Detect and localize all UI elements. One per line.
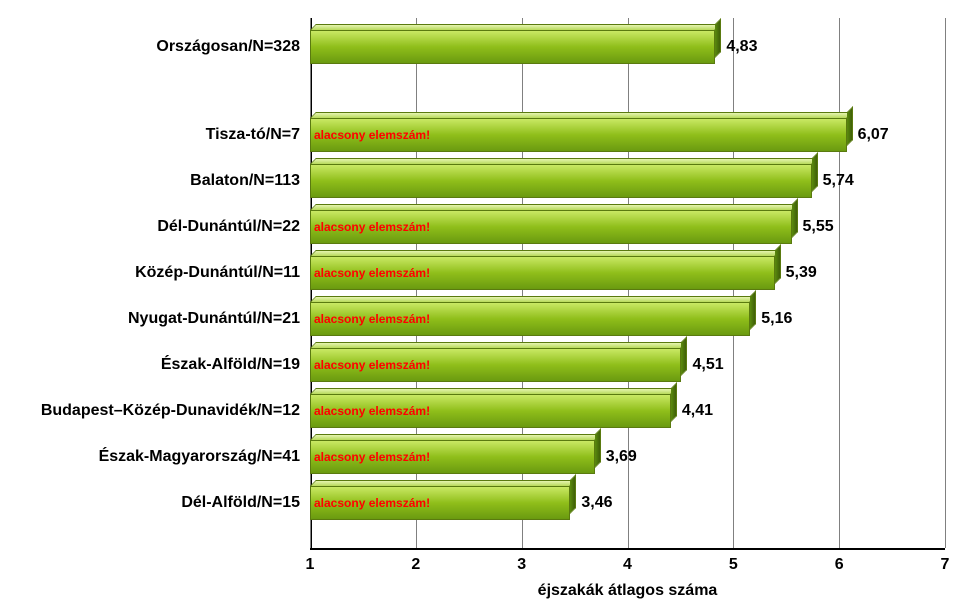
gridline xyxy=(945,18,946,548)
value-label: 3,69 xyxy=(603,448,637,466)
warning-label: alacsony elemszám! xyxy=(314,496,430,510)
x-tick-label: 6 xyxy=(835,556,844,574)
x-axis-line xyxy=(310,548,945,550)
category-label: Tisza-tó/N=7 xyxy=(206,126,310,144)
bar xyxy=(310,164,812,198)
x-tick-label: 4 xyxy=(623,556,632,574)
value-label: 5,55 xyxy=(800,218,834,236)
bar-row: Balaton/N=1135,74 xyxy=(310,164,945,198)
category-label: Észak-Magyarország/N=41 xyxy=(99,448,310,466)
category-label: Balaton/N=113 xyxy=(190,172,310,190)
x-tick-label: 1 xyxy=(306,556,315,574)
value-label: 4,41 xyxy=(679,402,713,420)
x-tick-label: 7 xyxy=(941,556,950,574)
x-tick-label: 3 xyxy=(517,556,526,574)
warning-label: alacsony elemszám! xyxy=(314,266,430,280)
bar-row: Közép-Dunántúl/N=115,39alacsony elemszám… xyxy=(310,256,945,290)
category-label: Közép-Dunántúl/N=11 xyxy=(135,264,310,282)
value-label: 3,46 xyxy=(578,494,612,512)
bar-row: Észak-Magyarország/N=413,69alacsony elem… xyxy=(310,440,945,474)
value-label: 4,51 xyxy=(689,356,723,374)
warning-label: alacsony elemszám! xyxy=(314,450,430,464)
bar-row: Dél-Alföld/N=153,46alacsony elemszám! xyxy=(310,486,945,520)
plot-area: 1234567Országosan/N=3284,83Tisza-tó/N=76… xyxy=(310,18,945,548)
warning-label: alacsony elemszám! xyxy=(314,404,430,418)
category-label: Dél-Dunántúl/N=22 xyxy=(157,218,310,236)
x-tick-label: 2 xyxy=(411,556,420,574)
bar-row: Észak-Alföld/N=194,51alacsony elemszám! xyxy=(310,348,945,382)
bar-chart: 1234567Országosan/N=3284,83Tisza-tó/N=76… xyxy=(0,0,970,604)
category-label: Budapest–Közép-Dunavidék/N=12 xyxy=(41,402,310,420)
value-label: 5,39 xyxy=(783,264,817,282)
bar-row: Tisza-tó/N=76,07alacsony elemszám! xyxy=(310,118,945,152)
bar-row: Országosan/N=3284,83 xyxy=(310,30,945,64)
category-label: Észak-Alföld/N=19 xyxy=(161,356,310,374)
value-label: 6,07 xyxy=(855,126,889,144)
value-label: 4,83 xyxy=(723,38,757,56)
category-label: Dél-Alföld/N=15 xyxy=(181,494,310,512)
warning-label: alacsony elemszám! xyxy=(314,220,430,234)
value-label: 5,16 xyxy=(758,310,792,328)
warning-label: alacsony elemszám! xyxy=(314,358,430,372)
category-label: Nyugat-Dunántúl/N=21 xyxy=(128,310,310,328)
bar-row: Nyugat-Dunántúl/N=215,16alacsony elemszá… xyxy=(310,302,945,336)
warning-label: alacsony elemszám! xyxy=(314,312,430,326)
x-tick-label: 5 xyxy=(729,556,738,574)
bar-row: Dél-Dunántúl/N=225,55alacsony elemszám! xyxy=(310,210,945,244)
bar xyxy=(310,30,715,64)
x-axis-title: éjszakák átlagos száma xyxy=(538,582,718,600)
category-label: Országosan/N=328 xyxy=(156,38,310,56)
warning-label: alacsony elemszám! xyxy=(314,128,430,142)
bar-row: Budapest–Közép-Dunavidék/N=124,41alacson… xyxy=(310,394,945,428)
value-label: 5,74 xyxy=(820,172,854,190)
